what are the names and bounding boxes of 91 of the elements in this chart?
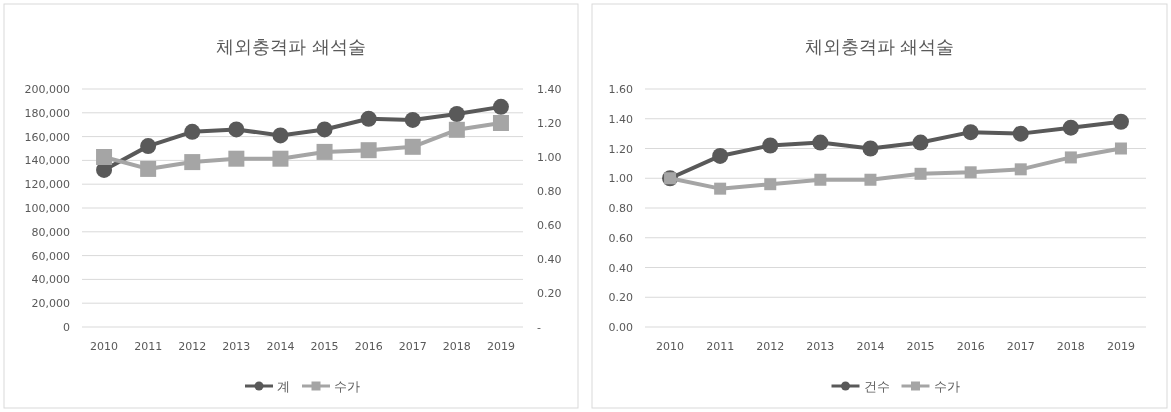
- y2-tick-label: 1.20: [537, 117, 562, 130]
- y-tick-label: 60,000: [31, 249, 70, 263]
- y2-tick-label: 0.60: [537, 219, 562, 232]
- y2-tick-label: -: [537, 321, 541, 334]
- point: [404, 111, 421, 128]
- x-tick-label: 2018: [1056, 340, 1085, 353]
- point: [316, 143, 333, 160]
- point: [714, 182, 727, 195]
- point: [316, 121, 333, 138]
- point: [272, 127, 289, 144]
- y-tick-label: 1.40: [608, 112, 633, 126]
- y-tick-label: 0.00: [608, 321, 633, 334]
- y-tick-label: 0.20: [608, 291, 633, 305]
- y-tick-label: 200,000: [24, 83, 70, 96]
- y-tick-label: 80,000: [31, 225, 70, 239]
- y2-tick-label: 0.40: [537, 253, 562, 266]
- x-tick-label: 2015: [310, 340, 339, 353]
- point: [912, 134, 929, 151]
- point: [184, 123, 201, 140]
- x-tick-label: 2019: [486, 340, 515, 353]
- point: [492, 98, 509, 115]
- y2-tick-label: 1.00: [537, 151, 562, 164]
- point: [404, 138, 421, 155]
- point: [964, 166, 977, 179]
- y-tick-label: 100,000: [24, 202, 70, 215]
- x-tick-label: 2017: [398, 340, 427, 353]
- point: [360, 110, 377, 127]
- y2-tick-label: 0.80: [537, 185, 562, 198]
- y2-tick-label: 1.40: [537, 83, 562, 96]
- point: [1062, 119, 1079, 136]
- point: [1114, 142, 1127, 155]
- legend-label: 건수: [863, 379, 890, 394]
- x-tick-label: 2018: [442, 340, 471, 353]
- point: [1112, 113, 1129, 130]
- x-tick-label: 2011: [706, 340, 735, 353]
- x-tick-label: 2012: [756, 340, 785, 353]
- chart-title: 체외충격파 쇄석술: [804, 36, 955, 57]
- legend-label: 수가: [933, 379, 960, 394]
- y-tick-label: 0.80: [608, 202, 633, 215]
- x-tick-label: 2019: [1106, 340, 1135, 353]
- point: [272, 150, 289, 167]
- point: [914, 167, 927, 180]
- point: [96, 149, 113, 165]
- chart-title: 체외충격파 쇄석술: [216, 36, 366, 57]
- point: [814, 173, 827, 186]
- point: [1014, 163, 1027, 176]
- point: [1012, 125, 1029, 142]
- point: [812, 134, 829, 151]
- y2-tick-label: 0.20: [537, 287, 562, 300]
- y-tick-label: 20,000: [31, 297, 70, 311]
- point: [184, 154, 201, 171]
- x-tick-label: 2016: [354, 340, 383, 353]
- point: [228, 150, 245, 167]
- x-tick-label: 2011: [134, 340, 163, 353]
- point: [448, 105, 465, 122]
- x-tick-label: 2012: [178, 340, 207, 353]
- point: [864, 173, 877, 186]
- x-tick-label: 2013: [222, 340, 251, 353]
- point: [492, 115, 509, 131]
- point: [1064, 151, 1077, 164]
- y-tick-label: 1.60: [608, 83, 633, 96]
- y-tick-label: 120,000: [24, 178, 70, 192]
- point: [140, 138, 157, 155]
- point: [862, 140, 879, 157]
- x-tick-label: 2013: [806, 340, 835, 353]
- point: [962, 124, 979, 141]
- x-tick-label: 2014: [266, 340, 295, 353]
- x-tick-label: 2010: [90, 340, 119, 353]
- x-tick-label: 2015: [906, 340, 935, 353]
- y-tick-label: 0.60: [608, 231, 633, 245]
- x-tick-label: 2010: [656, 340, 685, 353]
- y-tick-label: 160,000: [24, 130, 70, 144]
- x-tick-label: 2017: [1006, 340, 1035, 353]
- y-tick-label: 40,000: [31, 273, 70, 287]
- x-tick-label: 2014: [856, 340, 885, 353]
- point: [762, 137, 779, 154]
- y-tick-label: 0: [63, 321, 70, 334]
- point: [360, 142, 377, 159]
- point: [764, 178, 777, 191]
- y-tick-label: 1.00: [608, 172, 633, 186]
- point: [448, 121, 465, 138]
- x-tick-label: 2016: [956, 340, 985, 353]
- y-tick-label: 140,000: [24, 154, 70, 168]
- y-tick-label: 180,000: [24, 106, 70, 120]
- point: [228, 121, 245, 138]
- legend-label: 수가: [334, 379, 360, 394]
- point: [712, 147, 729, 164]
- point: [140, 160, 157, 177]
- y-tick-label: 0.40: [608, 261, 633, 275]
- legend-label: 계: [277, 379, 290, 394]
- y-tick-label: 1.20: [608, 142, 633, 156]
